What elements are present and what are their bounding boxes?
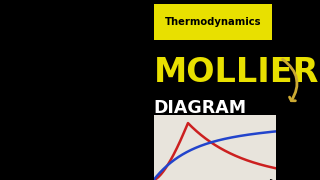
Text: Thermodynamics: Thermodynamics	[164, 17, 261, 27]
Text: MOLLIER: MOLLIER	[154, 55, 319, 89]
FancyBboxPatch shape	[154, 4, 272, 40]
Text: DIAGRAM: DIAGRAM	[154, 99, 247, 117]
